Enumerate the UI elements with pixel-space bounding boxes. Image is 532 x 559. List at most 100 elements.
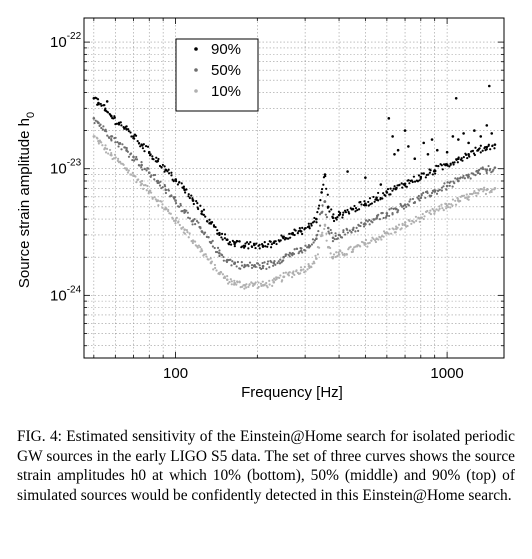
data-point	[254, 246, 257, 250]
data-point	[181, 226, 185, 229]
data-point	[200, 210, 204, 213]
outlier-point	[473, 129, 476, 132]
legend-marker	[194, 47, 198, 51]
outlier-point	[364, 176, 367, 179]
data-point	[367, 204, 370, 207]
data-point	[214, 266, 217, 270]
data-point	[445, 207, 448, 210]
data-point	[391, 212, 394, 215]
data-point	[430, 194, 433, 197]
data-point	[157, 181, 160, 184]
data-point	[384, 194, 387, 197]
data-point	[421, 212, 424, 216]
data-point	[372, 237, 375, 241]
data-point	[104, 144, 107, 147]
data-point	[339, 249, 342, 252]
data-point	[449, 206, 452, 209]
data-point	[185, 209, 188, 212]
outlier-point	[407, 145, 410, 148]
data-point	[446, 181, 449, 184]
data-point	[329, 252, 332, 255]
data-point	[385, 190, 388, 193]
outlier-point	[457, 138, 460, 141]
data-point	[269, 246, 273, 249]
data-point	[441, 168, 444, 171]
data-point	[282, 255, 285, 259]
data-point	[103, 104, 106, 107]
data-point	[461, 176, 464, 179]
data-point	[438, 207, 441, 210]
data-point	[331, 240, 335, 243]
data-point	[318, 224, 322, 227]
data-point	[422, 191, 425, 194]
data-point	[100, 126, 103, 130]
data-point	[344, 211, 348, 214]
data-point	[205, 255, 208, 258]
data-point	[169, 212, 172, 215]
data-point	[342, 230, 345, 234]
data-point	[429, 212, 433, 216]
data-point	[488, 167, 492, 171]
data-point	[279, 239, 282, 242]
data-point	[485, 169, 488, 173]
data-point	[265, 267, 268, 271]
y-tick-labels: 10-22 10-23 10-24	[50, 31, 82, 304]
data-point	[164, 191, 168, 195]
data-point	[211, 245, 215, 248]
outlier-point	[485, 124, 489, 127]
data-point	[401, 186, 404, 189]
data-point	[474, 146, 477, 149]
data-point	[432, 209, 435, 212]
data-point	[191, 220, 194, 223]
data-point	[204, 253, 207, 256]
data-point	[481, 167, 485, 171]
data-point	[306, 246, 309, 249]
data-point	[211, 239, 214, 242]
data-point	[133, 159, 136, 162]
data-point	[266, 260, 270, 263]
data-point	[322, 183, 325, 186]
data-point	[478, 168, 481, 171]
data-point	[187, 236, 190, 239]
data-point	[426, 191, 429, 195]
data-point	[229, 258, 232, 261]
data-point	[153, 196, 156, 199]
data-point	[482, 190, 485, 193]
data-point	[197, 221, 200, 224]
data-point	[260, 267, 263, 271]
data-point	[435, 208, 438, 211]
data-point	[197, 207, 200, 211]
data-point	[126, 171, 130, 174]
data-point	[473, 190, 476, 193]
data-point	[336, 237, 340, 240]
data-point	[261, 264, 265, 268]
data-point	[454, 203, 458, 206]
data-point	[392, 187, 395, 190]
data-point	[316, 233, 319, 236]
data-point	[122, 163, 125, 166]
data-point	[261, 245, 265, 248]
data-point	[284, 271, 288, 274]
data-point	[170, 174, 173, 177]
data-point	[341, 251, 344, 254]
data-point	[133, 137, 136, 140]
data-point	[357, 208, 361, 211]
data-point	[115, 122, 119, 125]
data-point	[201, 231, 204, 234]
data-point	[437, 209, 440, 212]
data-point	[110, 139, 113, 142]
data-point	[117, 157, 120, 160]
data-point	[215, 269, 218, 272]
data-point	[407, 204, 410, 207]
data-point	[438, 205, 441, 208]
data-point	[472, 173, 475, 176]
data-point	[472, 192, 475, 195]
data-point	[429, 169, 432, 172]
data-point	[111, 135, 114, 138]
data-point	[343, 252, 346, 256]
data-point	[390, 232, 393, 235]
data-point	[334, 234, 337, 238]
data-point	[221, 273, 225, 276]
data-point	[272, 262, 276, 265]
data-point	[141, 147, 145, 150]
